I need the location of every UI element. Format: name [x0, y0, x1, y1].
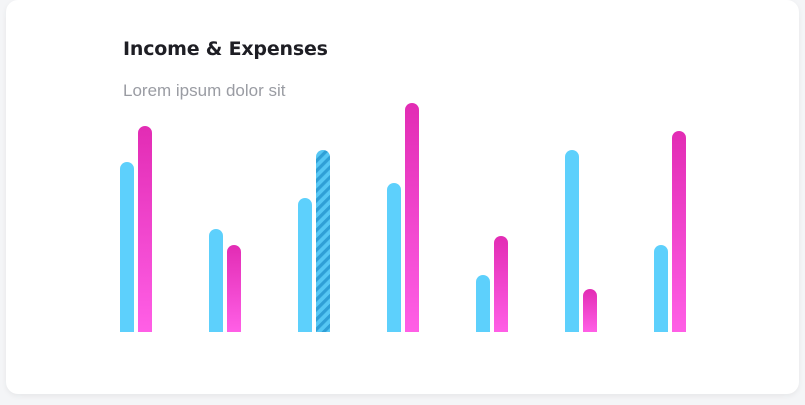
income-bar-7: [654, 245, 668, 332]
expense-bar-1: [138, 126, 152, 332]
expense-bar-6: [583, 289, 597, 332]
expense-bar-7: [672, 131, 686, 332]
income-bar-2: [209, 229, 223, 332]
income-bar-5: [476, 275, 490, 332]
income-bar-1: [120, 162, 134, 332]
income-bar-3: [298, 198, 312, 332]
income-bar-4: [387, 183, 401, 332]
expense-bar-2: [227, 245, 241, 332]
expense-bar-3: [316, 150, 330, 332]
chart-subtitle: Lorem ipsum dolor sit: [123, 81, 286, 100]
expense-bar-5: [494, 236, 508, 332]
chart-title: Income & Expenses: [123, 38, 328, 60]
income-bar-6: [565, 150, 579, 332]
expense-bar-4: [405, 103, 419, 332]
